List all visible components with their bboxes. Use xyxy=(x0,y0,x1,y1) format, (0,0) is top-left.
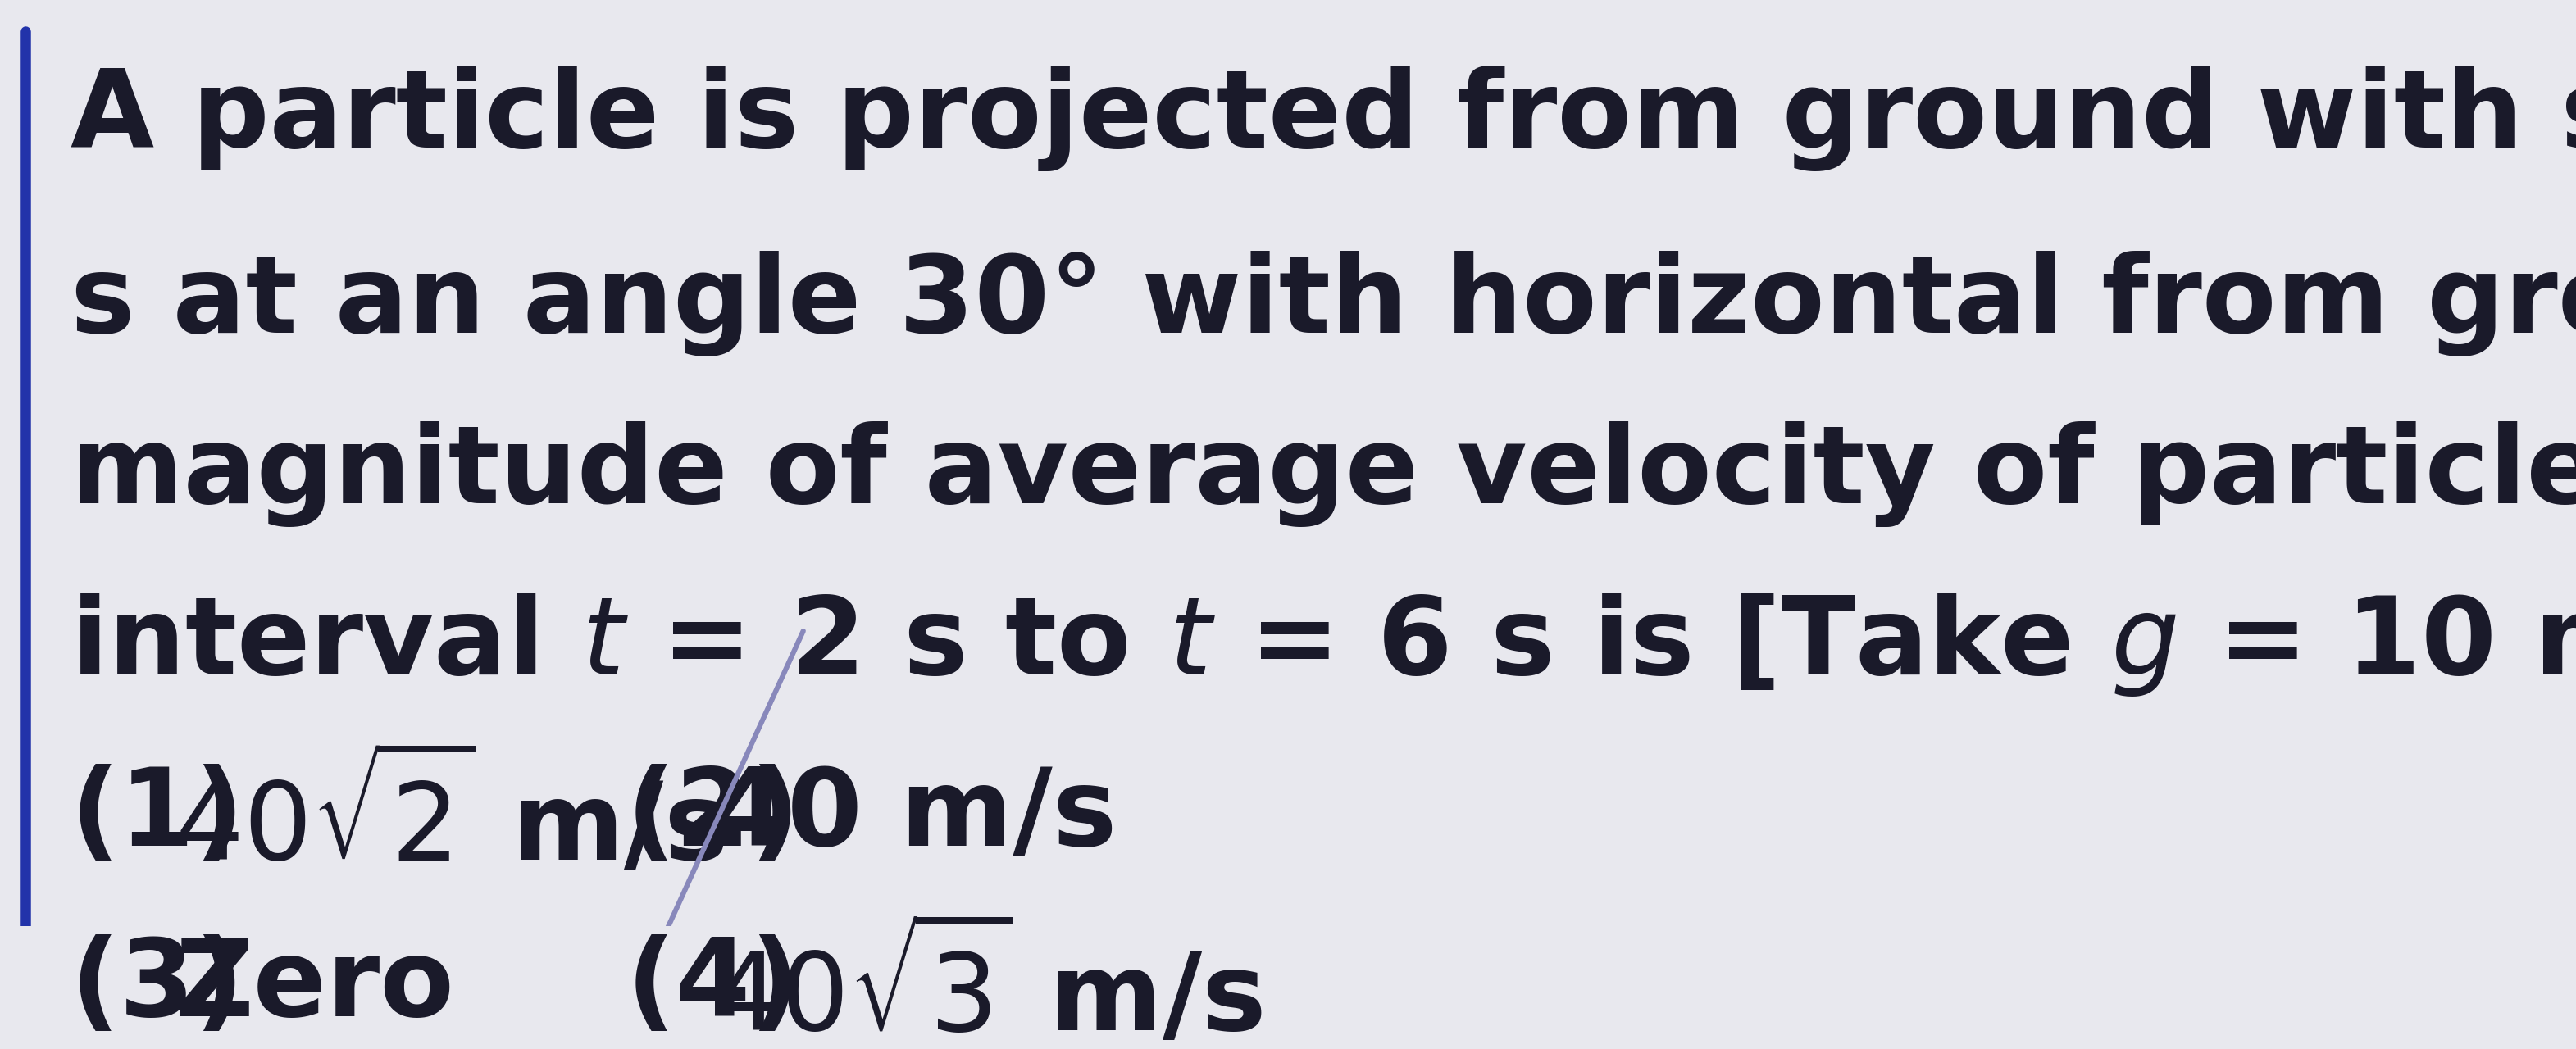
Text: s at an angle 30° with horizontal from ground. The: s at an angle 30° with horizontal from g… xyxy=(70,251,2576,357)
Text: $40\sqrt{2}$ m/s: $40\sqrt{2}$ m/s xyxy=(175,748,724,883)
Text: Zero: Zero xyxy=(175,935,453,1039)
Text: 40 m/s: 40 m/s xyxy=(711,764,1118,868)
Text: (2): (2) xyxy=(626,764,801,868)
Text: A particle is projected from ground with speed 80 m/: A particle is projected from ground with… xyxy=(70,66,2576,172)
Text: (1): (1) xyxy=(70,764,245,868)
Text: magnitude of average velocity of particle in time: magnitude of average velocity of particl… xyxy=(70,422,2576,527)
Text: $40\sqrt{3}$ m/s: $40\sqrt{3}$ m/s xyxy=(711,920,1262,1049)
Text: (4): (4) xyxy=(626,935,801,1039)
Text: (3): (3) xyxy=(70,935,245,1039)
Text: interval $t$ = 2 s to $t$ = 6 s is [Take $g$ = 10 m/s²]: interval $t$ = 2 s to $t$ = 6 s is [Take… xyxy=(70,592,2576,699)
